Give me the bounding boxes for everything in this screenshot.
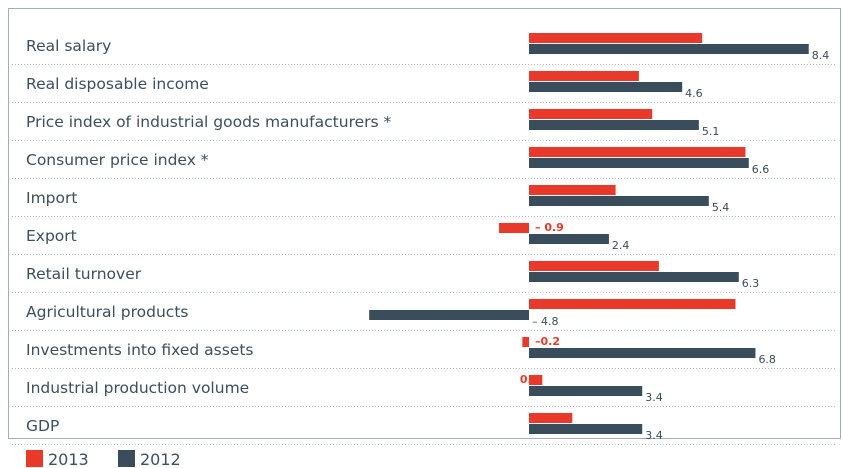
value-label-2012: – 4.8 bbox=[532, 315, 559, 328]
category-label: Consumer price index * bbox=[26, 151, 209, 169]
chart-legend: 2013 2012 bbox=[26, 450, 181, 468]
bar-2012 bbox=[529, 120, 699, 130]
bar-2012 bbox=[369, 310, 529, 320]
bar-2013 bbox=[529, 375, 543, 385]
bar-2012 bbox=[529, 234, 609, 244]
category-label: Price index of industrial goods manufact… bbox=[26, 113, 392, 131]
category-label: Industrial production volume bbox=[26, 379, 249, 397]
bar-2013 bbox=[529, 109, 653, 119]
value-label-2013: 3.3 bbox=[616, 69, 636, 82]
category-label: Real disposable income bbox=[26, 75, 209, 93]
bar-2013 bbox=[529, 299, 736, 309]
value-label-2012: 8.4 bbox=[812, 49, 830, 62]
value-label-2013: 2.6 bbox=[593, 183, 613, 196]
bar-2013 bbox=[529, 71, 639, 81]
bar-2013 bbox=[529, 33, 703, 43]
value-label-2013: 3.7 bbox=[630, 107, 650, 120]
value-label-2013: 5.2 bbox=[680, 31, 700, 44]
value-label-2013: 0.4 bbox=[520, 373, 540, 386]
value-label-2013: –0.2 bbox=[535, 335, 560, 348]
category-label: Export bbox=[26, 227, 77, 245]
value-label-2013: 6.5 bbox=[723, 145, 743, 158]
legend-item-2012: 2012 bbox=[118, 450, 181, 468]
value-label-2012: 6.8 bbox=[758, 353, 776, 366]
legend-swatch bbox=[118, 450, 135, 467]
legend-label: 2012 bbox=[140, 450, 181, 468]
legend-label: 2013 bbox=[48, 450, 89, 468]
chart-bars bbox=[369, 33, 809, 434]
category-label: Agricultural products bbox=[26, 303, 188, 321]
value-label-2012: 3.4 bbox=[645, 429, 663, 442]
category-label: GDP bbox=[26, 417, 59, 435]
value-label-2012: 5.1 bbox=[702, 125, 720, 138]
chart-value-labels: 5.2 8.4 3.3 4.6 3.7 5.16.5 6.6 2.6 5.4 – 0.9 2.4 3.… bbox=[520, 31, 829, 442]
bar-2012 bbox=[529, 348, 756, 358]
bar-2012 bbox=[529, 82, 683, 92]
category-label: Investments into fixed assets bbox=[26, 341, 254, 359]
bar-2012 bbox=[529, 272, 739, 282]
value-label-2013: – 0.9 bbox=[535, 221, 564, 234]
value-label-2013: 6.2 bbox=[713, 297, 733, 310]
value-label-2012: 2.4 bbox=[612, 239, 630, 252]
legend-item-2013: 2013 bbox=[26, 450, 89, 468]
bar-2013 bbox=[529, 261, 659, 271]
category-label: Real salary bbox=[26, 37, 111, 55]
value-label-2012: 3.4 bbox=[645, 391, 663, 404]
bar-2012 bbox=[529, 424, 643, 434]
category-label: Retail turnover bbox=[26, 265, 142, 283]
bar-2013 bbox=[522, 337, 529, 347]
bar-2012 bbox=[529, 158, 749, 168]
bar-2012 bbox=[529, 44, 809, 54]
value-label-2012: 5.4 bbox=[712, 201, 730, 214]
category-label: Import bbox=[26, 189, 77, 207]
chart-rows: Real salary Real disposable income Price i… bbox=[12, 37, 836, 445]
bar-2013 bbox=[529, 413, 573, 423]
legend-swatch bbox=[26, 450, 43, 467]
value-label-2012: 6.6 bbox=[752, 163, 770, 176]
value-label-2012: 4.6 bbox=[685, 87, 703, 100]
value-label-2013: 1.3 bbox=[550, 411, 570, 424]
bar-2012 bbox=[529, 196, 709, 206]
value-label-2012: 6.3 bbox=[742, 277, 760, 290]
chart-frame bbox=[8, 8, 841, 439]
bar-2013 bbox=[499, 223, 529, 233]
value-label-2013: 3.9 bbox=[636, 259, 656, 272]
bar-2013 bbox=[529, 147, 746, 157]
bar-2012 bbox=[529, 386, 643, 396]
bar-2013 bbox=[529, 185, 616, 195]
